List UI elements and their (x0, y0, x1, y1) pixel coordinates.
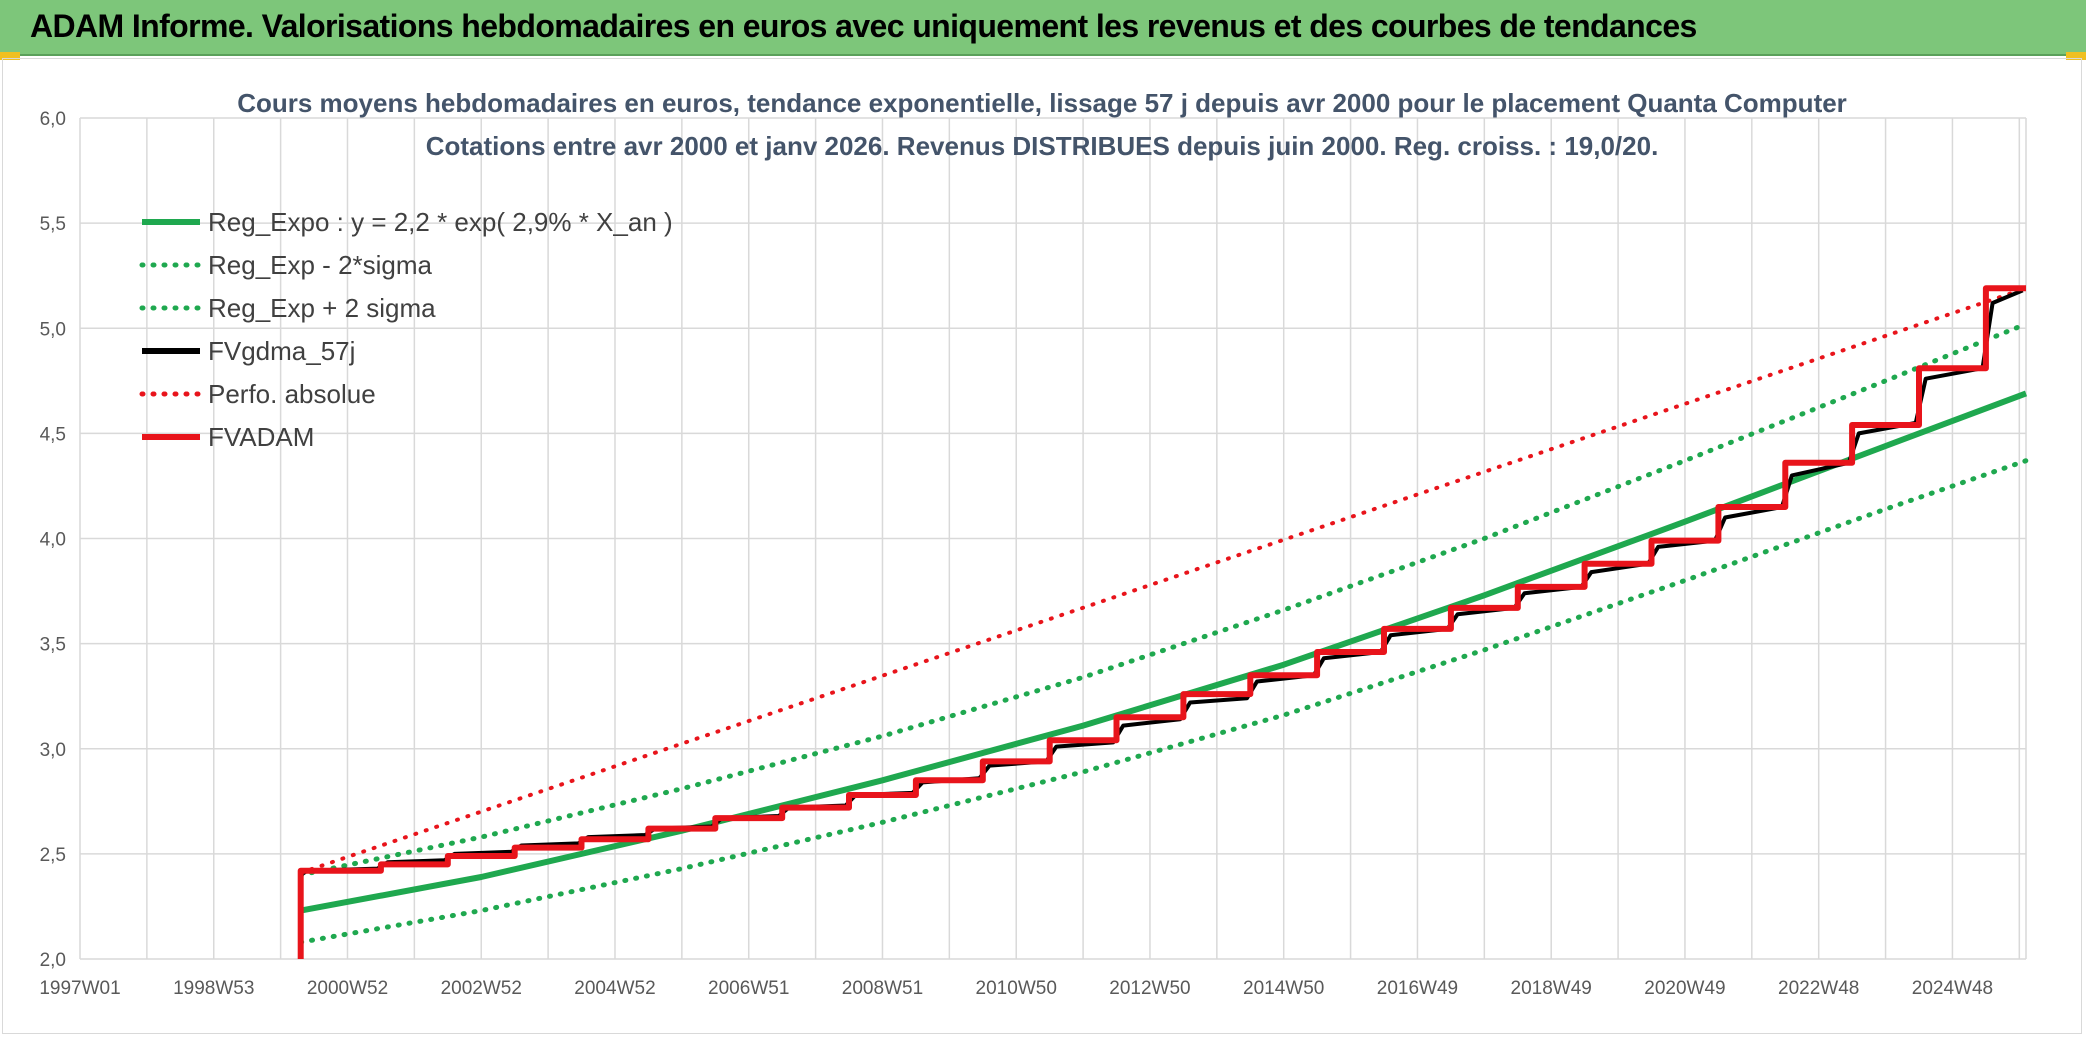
x-tick-label: 2022W48 (1778, 978, 1859, 999)
x-tick-label: 1997W01 (39, 978, 120, 999)
banner-corner-right (2066, 52, 2086, 60)
x-tick-label: 2006W51 (708, 978, 789, 999)
y-tick-label: 2,0 (40, 950, 66, 971)
legend-label: FVgdma_57j (208, 336, 355, 366)
chart-subtitle: Cotations entre avr 2000 et janv 2026. R… (426, 131, 1659, 161)
legend-label: Reg_Expo : y = 2,2 * exp( 2,9% * X_an ) (208, 207, 673, 237)
banner-corner-left (0, 52, 20, 60)
series-line-1 (298, 458, 2029, 945)
legend-label: Reg_Exp - 2*sigma (208, 250, 433, 280)
x-tick-label: 1998W53 (173, 978, 254, 999)
x-tick-label: 2010W50 (976, 978, 1057, 999)
series-line-4 (298, 286, 2028, 875)
x-tick-label: 2002W52 (441, 978, 522, 999)
chart-grid (79, 117, 2027, 960)
y-tick-label: 6,0 (40, 109, 66, 130)
x-tick-label: 2024W48 (1912, 978, 1993, 999)
legend-label: FVADAM (208, 422, 314, 452)
x-tick-label: 2014W50 (1243, 978, 1324, 999)
chart-title: Cours moyens hebdomadaires en euros, ten… (237, 88, 1847, 118)
x-tick-label: 2012W50 (1109, 978, 1190, 999)
series-line-5 (297, 285, 2026, 959)
x-tick-label: 2018W49 (1511, 978, 1592, 999)
y-tick-label: 3,0 (40, 740, 66, 761)
chart-legend: Reg_Expo : y = 2,2 * exp( 2,9% * X_an ) R… (139, 207, 673, 452)
chart-frame (2, 58, 2082, 1034)
x-tick-label: 2020W49 (1644, 978, 1725, 999)
y-tick-label: 4,5 (40, 424, 66, 445)
series-line-2 (298, 321, 2029, 878)
series-line-3 (299, 288, 2024, 877)
report-title: ADAM Informe. Valorisations hebdomadaire… (30, 8, 1697, 44)
y-tick-label: 2,5 (40, 845, 66, 866)
chart-series (297, 285, 2029, 959)
y-tick-label: 3,5 (40, 635, 66, 656)
y-tick-label: 5,0 (40, 319, 66, 340)
y-tick-label: 5,5 (40, 214, 66, 235)
x-tick-label: 2000W52 (307, 978, 388, 999)
x-tick-label: 2004W52 (574, 978, 655, 999)
x-tick-label: 2016W49 (1377, 978, 1458, 999)
x-tick-label: 2008W51 (842, 978, 923, 999)
report-banner: ADAM Informe. Valorisations hebdomadaire… (0, 0, 2086, 56)
legend-label: Reg_Exp + 2 sigma (208, 293, 436, 323)
y-tick-label: 4,0 (40, 530, 66, 551)
legend-label: Perfo. absolue (208, 379, 376, 409)
chart-axes: 2,0 2,5 3,0 3,5 4,0 4,5 5,0 5,5 6,0 1997W01 1998W5… (39, 109, 1993, 999)
